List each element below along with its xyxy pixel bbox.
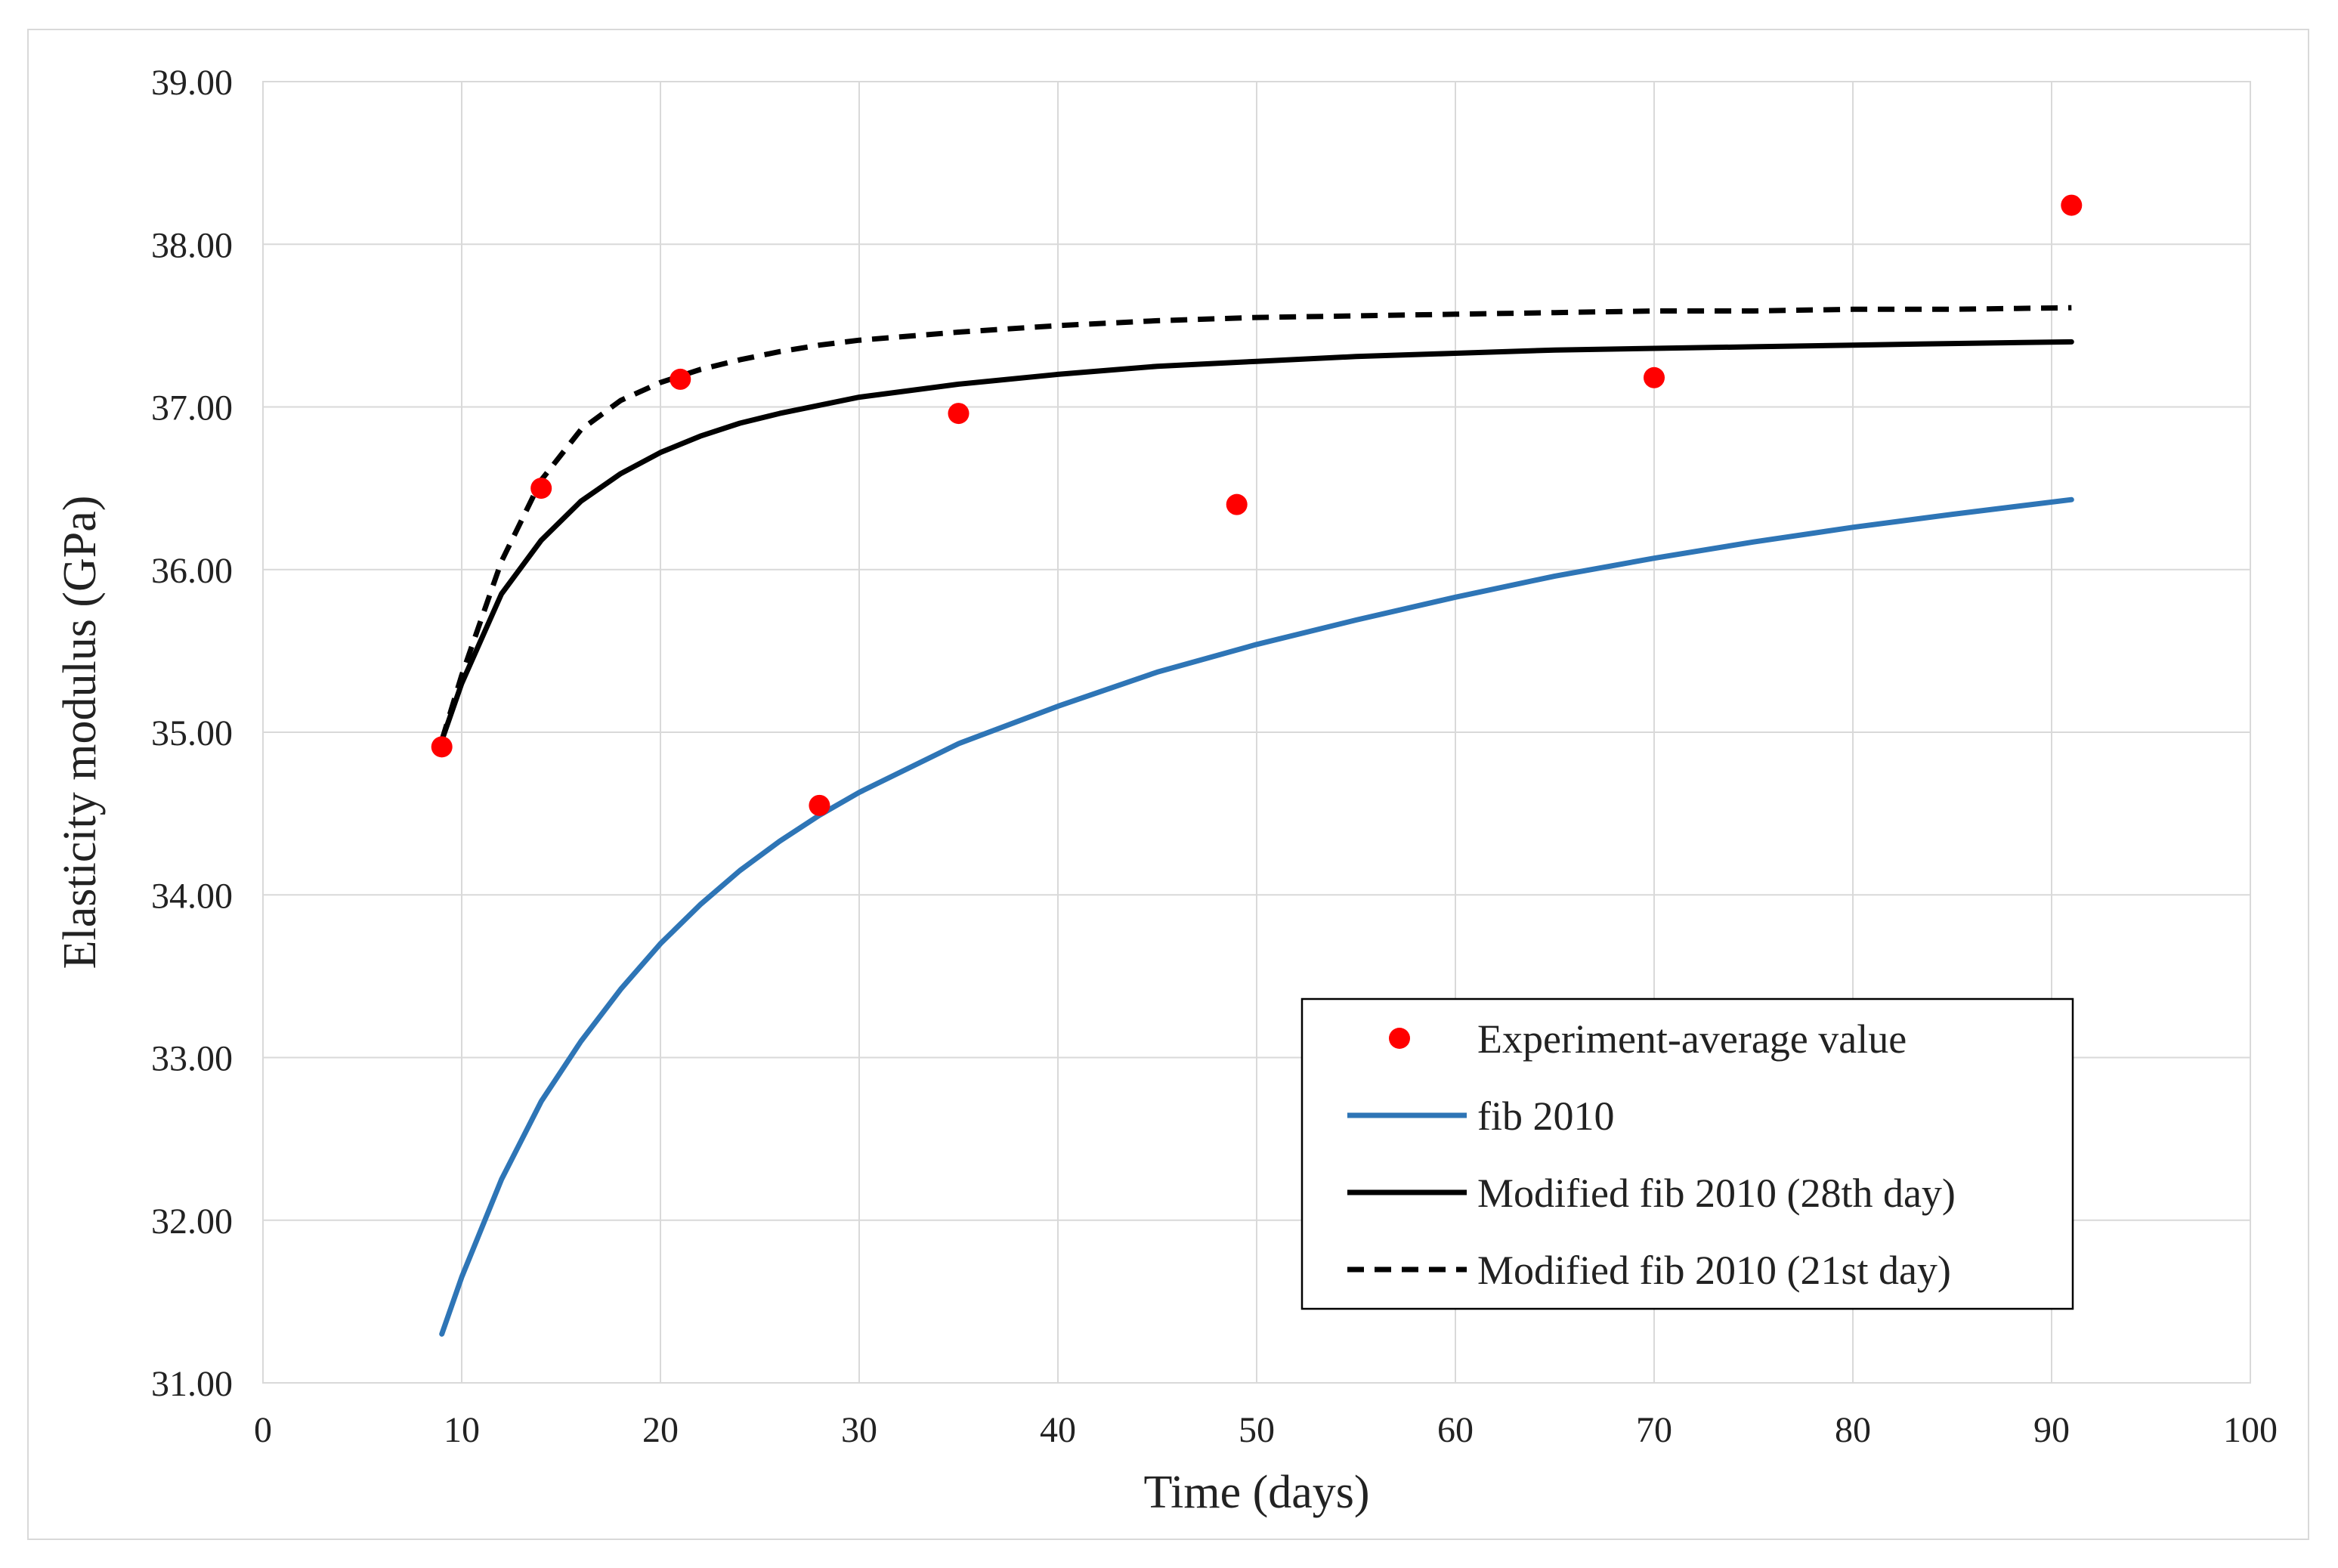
x-tick-label: 50 bbox=[1239, 1410, 1275, 1450]
x-tick-label: 60 bbox=[1437, 1410, 1474, 1450]
data-point-experiment bbox=[530, 478, 552, 499]
data-point-experiment bbox=[431, 736, 453, 758]
x-tick-label: 90 bbox=[2033, 1410, 2070, 1450]
x-tick-label: 40 bbox=[1040, 1410, 1076, 1450]
series-layer bbox=[431, 194, 2083, 1337]
y-tick-label: 35.00 bbox=[151, 713, 233, 753]
legend-label-modified-28th: Modified fib 2010 (28th day) bbox=[1477, 1171, 1956, 1216]
y-tick-label: 38.00 bbox=[151, 225, 233, 265]
data-point-experiment bbox=[948, 403, 970, 425]
y-tick-label: 34.00 bbox=[151, 876, 233, 916]
x-tick-label: 30 bbox=[841, 1410, 877, 1450]
y-axis-title: Elasticity modulus (GPa) bbox=[54, 496, 106, 970]
chart-frame: 0 10 20 30 40 50 60 70 80 90 100 31.00 32.00 33.00 34.… bbox=[27, 29, 2309, 1540]
legend: Experiment-average value fib 2010 Modifi… bbox=[1300, 997, 2074, 1310]
y-tick-label: 31.00 bbox=[151, 1364, 233, 1404]
plot-area-border bbox=[262, 81, 2251, 1384]
x-tick-label: 0 bbox=[254, 1410, 272, 1450]
series-line-fib-2010 bbox=[439, 496, 2074, 1337]
legend-label-modified-21st: Modified fib 2010 (21st day) bbox=[1477, 1248, 1951, 1293]
y-tick-label: 32.00 bbox=[151, 1202, 233, 1242]
x-tick-label: 10 bbox=[444, 1410, 480, 1450]
y-tick-label: 36.00 bbox=[151, 551, 233, 591]
data-point-experiment bbox=[809, 794, 830, 816]
legend-label-experiment: Experiment-average value bbox=[1477, 1016, 1907, 1062]
y-tick-label: 33.00 bbox=[151, 1039, 233, 1079]
legend-box bbox=[1300, 997, 2074, 1310]
data-point-experiment bbox=[670, 368, 691, 390]
y-tick-label: 37.00 bbox=[151, 388, 233, 428]
x-tick-label: 80 bbox=[1835, 1410, 1871, 1450]
tick-labels: 0 10 20 30 40 50 60 70 80 90 100 31.00 32.00 33.00 34.… bbox=[151, 63, 2278, 1450]
legend-marker-experiment bbox=[1389, 1028, 1410, 1049]
series-line-modified-28th bbox=[439, 339, 2074, 744]
x-axis-title: Time (days) bbox=[1143, 1467, 1369, 1518]
data-point-experiment bbox=[2061, 194, 2083, 216]
legend-label-fib-2010: fib 2010 bbox=[1477, 1093, 1615, 1139]
chart-canvas: 0 10 20 30 40 50 60 70 80 90 100 31.00 32.00 33.00 34.… bbox=[54, 63, 2278, 1518]
x-tick-label: 100 bbox=[2223, 1410, 2278, 1450]
data-point-experiment bbox=[1644, 366, 1665, 388]
x-tick-label: 20 bbox=[642, 1410, 679, 1450]
y-tick-label: 39.00 bbox=[151, 63, 233, 103]
data-point-experiment bbox=[1226, 493, 1248, 515]
series-line-modified-21st bbox=[439, 305, 2072, 741]
x-tick-label: 70 bbox=[1636, 1410, 1672, 1450]
